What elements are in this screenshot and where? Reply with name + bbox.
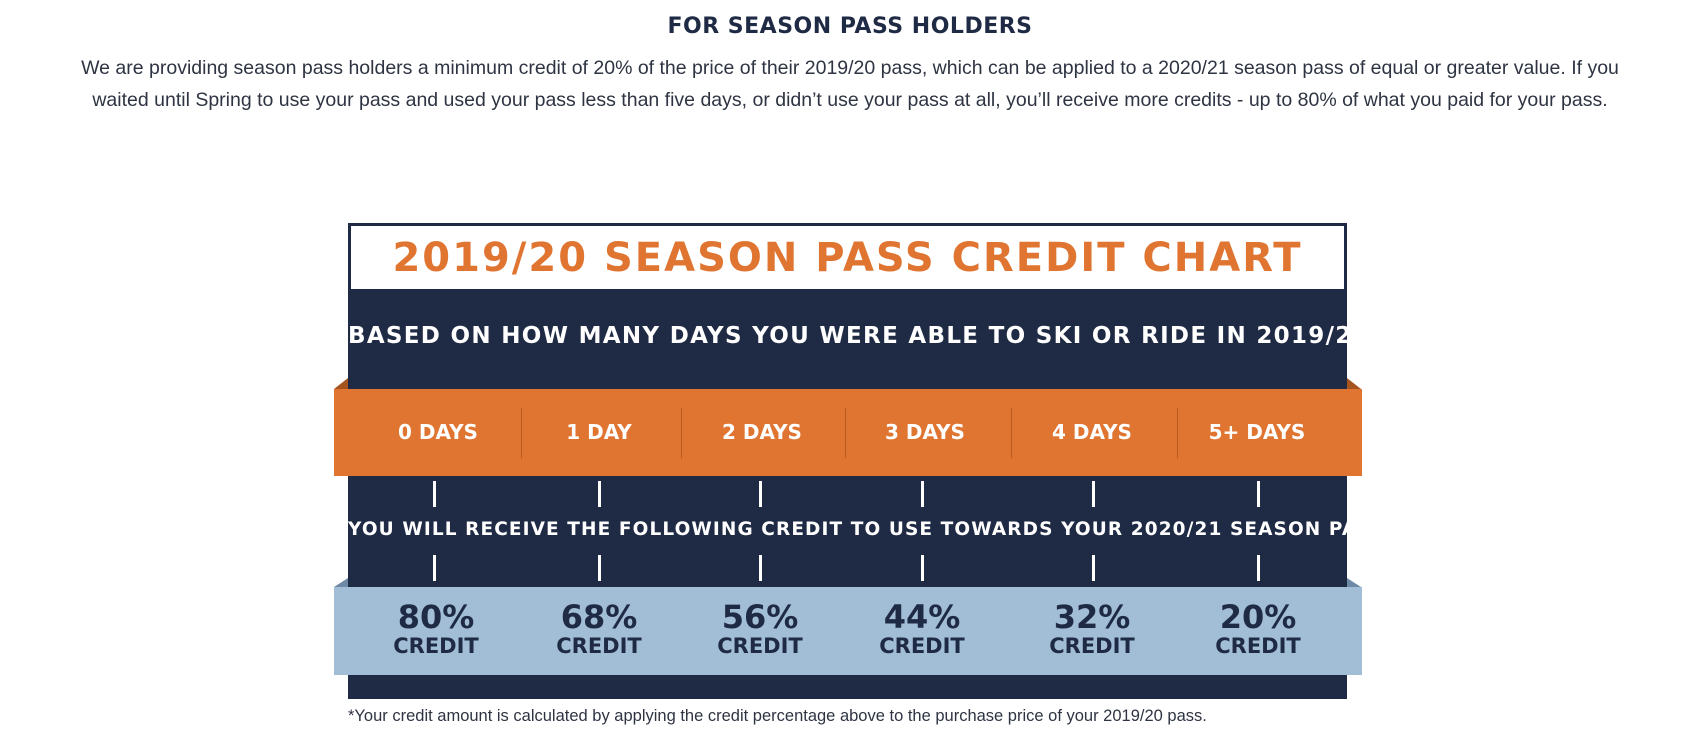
- credit-value-5: 20% CREDIT: [1183, 600, 1333, 658]
- credit-label: CREDIT: [556, 634, 642, 658]
- credit-percent: 32%: [1053, 598, 1131, 636]
- orange-band-left-fold: [334, 378, 348, 389]
- connector-tick-upper: [758, 481, 762, 507]
- credit-label: CREDIT: [1049, 634, 1135, 658]
- section-heading: FOR SEASON PASS HOLDERS: [667, 14, 1033, 39]
- days-label-2: 2 DAYS: [722, 420, 802, 444]
- blue-band-right-fold: [1347, 578, 1361, 587]
- connector-tick-lower: [758, 555, 762, 581]
- days-separator: [845, 408, 846, 458]
- days-band: [334, 389, 1362, 476]
- connector-tick-lower: [1256, 555, 1260, 581]
- chart-footnote: *Your credit amount is calculated by app…: [348, 707, 1207, 725]
- chart-subtitle: BASED ON HOW MANY DAYS YOU WERE ABLE TO …: [348, 323, 1381, 349]
- intro-paragraph: We are providing season pass holders a m…: [0, 52, 1700, 116]
- intro-line-1: We are providing season pass holders a m…: [81, 57, 1619, 79]
- connector-tick-upper: [1091, 481, 1095, 507]
- credit-label: CREDIT: [879, 634, 965, 658]
- chart-title: 2019/20 SEASON PASS CREDIT CHART: [392, 235, 1303, 281]
- days-separator: [521, 408, 522, 458]
- credit-value-2: 56% CREDIT: [685, 600, 835, 658]
- credit-value-3: 44% CREDIT: [847, 600, 997, 658]
- credit-explanation: YOU WILL RECEIVE THE FOLLOWING CREDIT TO…: [348, 519, 1386, 540]
- intro-line-2: waited until Spring to use your pass and…: [92, 89, 1608, 111]
- days-separator: [681, 408, 682, 458]
- days-label-3: 3 DAYS: [885, 420, 965, 444]
- credit-label: CREDIT: [393, 634, 479, 658]
- credit-percent: 80%: [397, 598, 475, 636]
- credit-label: CREDIT: [717, 634, 803, 658]
- chart-title-box: 2019/20 SEASON PASS CREDIT CHART: [348, 223, 1347, 292]
- days-label-0: 0 DAYS: [398, 420, 478, 444]
- connector-tick-upper: [432, 481, 436, 507]
- credit-percent: 68%: [560, 598, 638, 636]
- connector-tick-upper: [1256, 481, 1260, 507]
- connector-tick-upper: [920, 481, 924, 507]
- credit-band: [334, 587, 1362, 675]
- orange-band-right-fold: [1347, 378, 1361, 389]
- connector-tick-lower: [920, 555, 924, 581]
- days-separator: [1177, 408, 1178, 458]
- credit-value-0: 80% CREDIT: [361, 600, 511, 658]
- days-separator: [1011, 408, 1012, 458]
- credit-percent: 20%: [1219, 598, 1297, 636]
- credit-value-4: 32% CREDIT: [1017, 600, 1167, 658]
- days-label-4: 4 DAYS: [1052, 420, 1132, 444]
- blue-band-left-fold: [334, 578, 348, 587]
- connector-tick-lower: [597, 555, 601, 581]
- days-label-1: 1 DAY: [566, 420, 632, 444]
- days-label-5: 5+ DAYS: [1208, 420, 1306, 444]
- connector-tick-lower: [432, 555, 436, 581]
- credit-label: CREDIT: [1215, 634, 1301, 658]
- connector-tick-upper: [597, 481, 601, 507]
- connector-tick-lower: [1091, 555, 1095, 581]
- credit-percent: 56%: [721, 598, 799, 636]
- credit-value-1: 68% CREDIT: [524, 600, 674, 658]
- credit-percent: 44%: [883, 598, 961, 636]
